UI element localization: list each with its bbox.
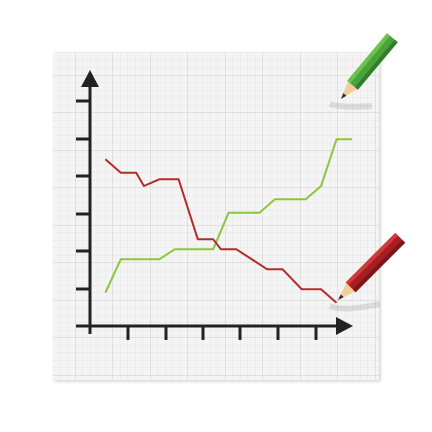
series-layer <box>104 138 352 304</box>
y-axis <box>81 70 99 334</box>
graph-paper <box>53 52 379 380</box>
series-line-1 <box>104 138 352 294</box>
x-axis <box>76 317 353 335</box>
y-axis-ticks <box>76 99 90 291</box>
series-line-2 <box>104 158 338 304</box>
red-pencil-icon <box>338 232 406 300</box>
x-axis-ticks <box>126 326 318 340</box>
green-pencil-icon <box>341 33 398 99</box>
